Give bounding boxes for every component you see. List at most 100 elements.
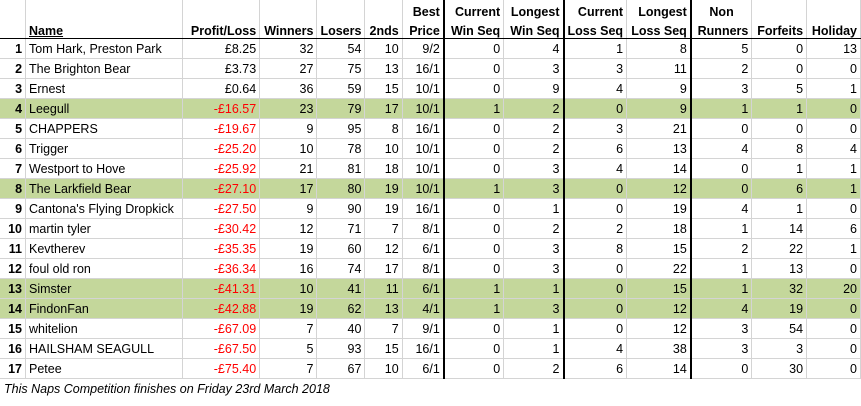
cell-lls: 21 (626, 118, 692, 139)
cell-lls: 12 (626, 178, 692, 199)
table-row: 1 Tom Hark, Preston Park £8.25 32 54 10 9/2 0 4 1… (0, 38, 861, 59)
footer-note: This Naps Competition finishes on Friday… (4, 381, 330, 396)
cell-seconds: 15 (364, 78, 403, 99)
cell-winners: 12 (259, 218, 318, 239)
cell-profit: £8.25 (182, 38, 261, 59)
cell-cws: 0 (442, 338, 505, 359)
cell-best: 10/1 (402, 178, 445, 199)
cell-name: CHAPPERS (25, 118, 183, 139)
cell-losers: 40 (316, 318, 366, 339)
cell-holiday: 1 (806, 158, 861, 179)
cell-cls: 2 (563, 218, 628, 239)
cell-seconds: 8 (364, 118, 403, 139)
cell-cws: 0 (442, 118, 505, 139)
cell-name: martin tyler (25, 218, 183, 239)
cell-nr: 0 (690, 158, 753, 179)
cell-name: The Brighton Bear (25, 58, 183, 79)
cell-rank: 10 (0, 218, 27, 239)
cell-winners: 10 (259, 278, 318, 299)
cell-forfeits: 32 (751, 278, 808, 299)
cell-cls: 3 (563, 118, 628, 139)
cell-seconds: 17 (364, 98, 403, 119)
cell-seconds: 7 (364, 218, 403, 239)
cell-cws: 0 (442, 198, 505, 219)
cell-lws: 1 (503, 198, 565, 219)
cell-cls: 4 (563, 338, 628, 359)
cell-seconds: 18 (364, 158, 403, 179)
cell-lls: 15 (626, 238, 692, 259)
table-row: 10 martin tyler -£30.42 12 71 7 8/1 0 2 2 18 1 14 6 (0, 218, 861, 239)
cell-nr: 4 (690, 198, 753, 219)
header-profit-loss: Profit/Loss (182, 19, 261, 39)
cell-profit: -£25.92 (182, 158, 261, 179)
cell-lls: 12 (626, 318, 692, 339)
cell-forfeits: 6 (751, 178, 808, 199)
table-row: 17 Petee -£75.40 7 67 10 6/1 0 2 6 14 0 30 0 (0, 358, 861, 379)
cell-rank: 4 (0, 98, 27, 119)
header-best-price-2: Price (402, 19, 445, 39)
header-name: Name (25, 19, 183, 39)
cell-lls: 15 (626, 278, 692, 299)
cell-lls: 38 (626, 338, 692, 359)
cell-rank: 3 (0, 78, 27, 99)
cell-nr: 0 (690, 358, 753, 379)
cell-forfeits: 1 (751, 198, 808, 219)
cell-losers: 80 (316, 178, 366, 199)
table-row: 12 foul old ron -£36.34 16 74 17 8/1 0 3 0 22 1 13 0 (0, 258, 861, 279)
cell-rank: 2 (0, 58, 27, 79)
cell-lws: 9 (503, 78, 565, 99)
cell-profit: -£75.40 (182, 358, 261, 379)
cell-lws: 3 (503, 258, 565, 279)
header-holiday: Holiday (806, 19, 861, 39)
cell-cls: 4 (563, 158, 628, 179)
cell-profit: -£41.31 (182, 278, 261, 299)
cell-nr: 1 (690, 278, 753, 299)
cell-name: HAILSHAM SEAGULL (25, 338, 183, 359)
cell-nr: 1 (690, 98, 753, 119)
cell-cls: 3 (563, 58, 628, 79)
cell-holiday: 1 (806, 78, 861, 99)
cell-cws: 0 (442, 138, 505, 159)
cell-cws: 0 (442, 78, 505, 99)
table-row: 16 HAILSHAM SEAGULL -£67.50 5 93 15 16/1 0 1 4 38 3… (0, 338, 861, 359)
cell-cws: 1 (442, 298, 505, 319)
cell-nr: 3 (690, 318, 753, 339)
cell-forfeits: 8 (751, 138, 808, 159)
cell-best: 6/1 (402, 278, 445, 299)
cell-best: 8/1 (402, 218, 445, 239)
cell-losers: 74 (316, 258, 366, 279)
cell-name: Petee (25, 358, 183, 379)
cell-losers: 95 (316, 118, 366, 139)
table-row: 3 Ernest £0.64 36 59 15 10/1 0 9 4 9 3 5 1 (0, 78, 861, 99)
cell-holiday: 1 (806, 238, 861, 259)
cell-seconds: 10 (364, 38, 403, 59)
cell-winners: 19 (259, 238, 318, 259)
cell-best: 10/1 (402, 158, 445, 179)
table-row: 14 FindonFan -£42.88 19 62 13 4/1 1 3 0 12 4 19 0 (0, 298, 861, 319)
cell-holiday: 0 (806, 198, 861, 219)
cell-name: whitelion (25, 318, 183, 339)
cell-lls: 19 (626, 198, 692, 219)
cell-seconds: 7 (364, 318, 403, 339)
cell-forfeits: 13 (751, 258, 808, 279)
cell-name: The Larkfield Bear (25, 178, 183, 199)
cell-seconds: 10 (364, 138, 403, 159)
cell-losers: 54 (316, 38, 366, 59)
cell-holiday: 0 (806, 98, 861, 119)
cell-nr: 2 (690, 58, 753, 79)
cell-name: Leegull (25, 98, 183, 119)
cell-forfeits: 22 (751, 238, 808, 259)
cell-cls: 4 (563, 78, 628, 99)
cell-winners: 9 (259, 118, 318, 139)
cell-holiday: 0 (806, 358, 861, 379)
cell-losers: 71 (316, 218, 366, 239)
cell-holiday: 0 (806, 258, 861, 279)
cell-name: Simster (25, 278, 183, 299)
cell-profit: -£36.34 (182, 258, 261, 279)
cell-lws: 1 (503, 338, 565, 359)
cell-best: 10/1 (402, 98, 445, 119)
cell-best: 10/1 (402, 138, 445, 159)
cell-best: 6/1 (402, 358, 445, 379)
cell-forfeits: 54 (751, 318, 808, 339)
